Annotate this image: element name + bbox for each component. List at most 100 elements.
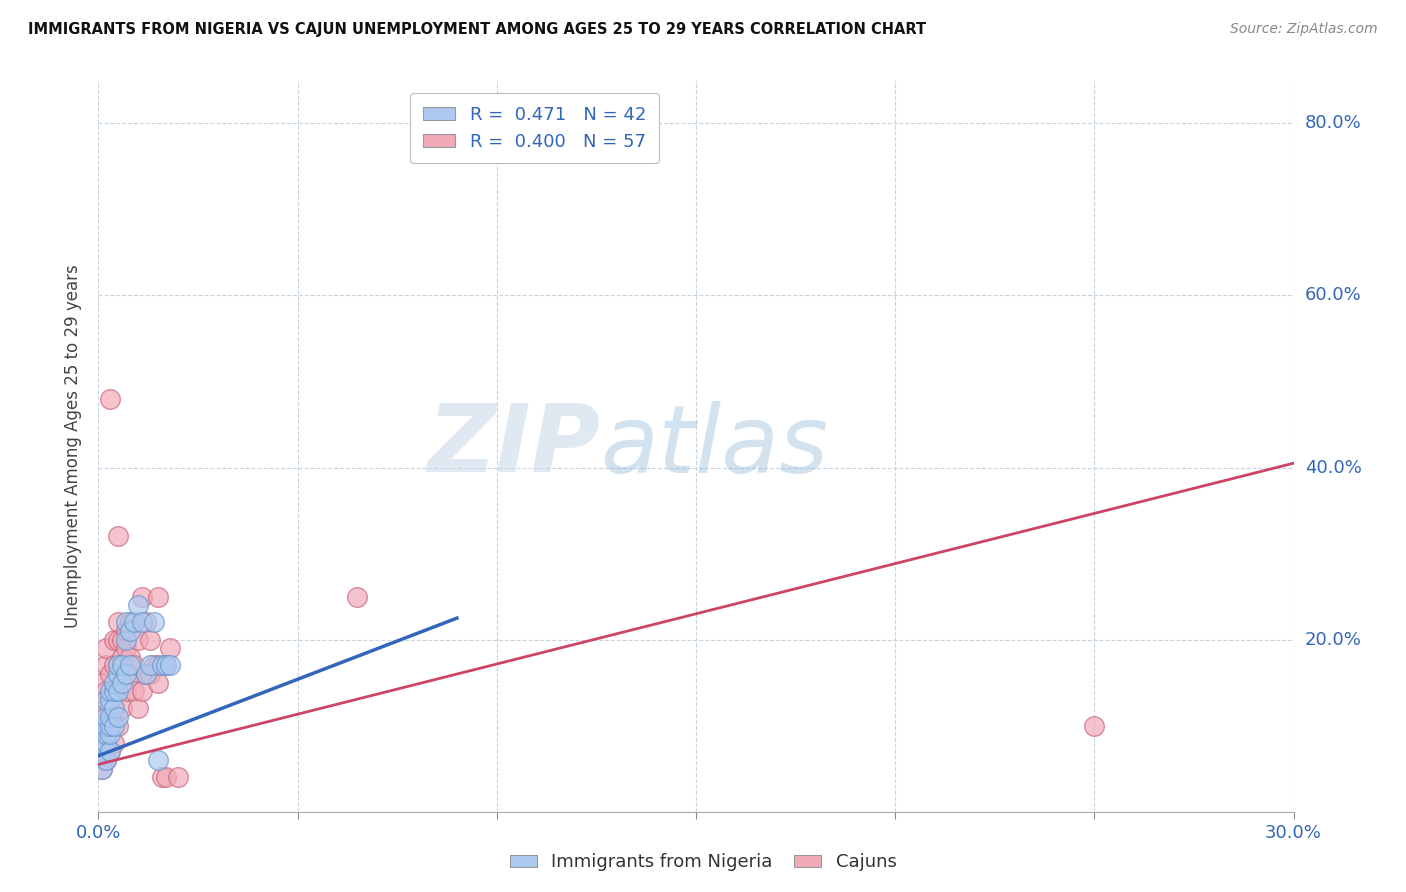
Text: Source: ZipAtlas.com: Source: ZipAtlas.com [1230, 22, 1378, 37]
Point [107, 658, 129, 673]
Point [135, 667, 157, 681]
Point [96, 641, 118, 656]
Point [107, 529, 129, 543]
Point [96, 710, 118, 724]
Point [124, 684, 146, 698]
Point [91, 675, 114, 690]
Point [96, 658, 118, 673]
Text: ZIP: ZIP [427, 400, 600, 492]
Point [120, 624, 142, 638]
Point [159, 641, 181, 656]
Point [98, 701, 122, 715]
Point [103, 675, 125, 690]
Point [111, 675, 134, 690]
Point [103, 719, 125, 733]
Point [107, 667, 129, 681]
Point [150, 770, 173, 784]
Point [111, 701, 134, 715]
Point [1083, 719, 1105, 733]
Point [98, 744, 122, 758]
Point [139, 658, 162, 673]
Point [98, 744, 122, 758]
Point [111, 632, 134, 647]
Point [107, 684, 129, 698]
Point [346, 590, 368, 604]
Point [139, 667, 162, 681]
Point [96, 719, 118, 733]
Point [115, 615, 138, 630]
Text: atlas: atlas [600, 401, 828, 491]
Point [91, 762, 114, 776]
Point [131, 590, 153, 604]
Text: 80.0%: 80.0% [1305, 114, 1361, 132]
Point [115, 667, 138, 681]
Point [148, 753, 170, 767]
Point [96, 701, 118, 715]
Point [143, 615, 166, 630]
Point [107, 710, 129, 724]
Point [120, 667, 142, 681]
Point [150, 658, 173, 673]
Point [98, 727, 122, 741]
Point [103, 736, 125, 750]
Point [120, 615, 142, 630]
Point [135, 615, 157, 630]
Point [107, 658, 129, 673]
Point [103, 701, 125, 715]
Point [96, 719, 118, 733]
Point [159, 658, 181, 673]
Point [167, 770, 190, 784]
Point [91, 762, 114, 776]
Point [96, 736, 118, 750]
Point [96, 727, 118, 741]
Point [115, 641, 138, 656]
Legend: R =  0.471   N = 42, R =  0.400   N = 57: R = 0.471 N = 42, R = 0.400 N = 57 [411, 93, 659, 163]
Point [115, 632, 138, 647]
Point [143, 658, 166, 673]
Point [107, 719, 129, 733]
Point [96, 753, 118, 767]
Legend: Immigrants from Nigeria, Cajuns: Immigrants from Nigeria, Cajuns [502, 847, 904, 879]
Point [111, 658, 134, 673]
Point [103, 684, 125, 698]
Point [91, 736, 114, 750]
Y-axis label: Unemployment Among Ages 25 to 29 years: Unemployment Among Ages 25 to 29 years [65, 264, 83, 628]
Point [96, 753, 118, 767]
Point [98, 693, 122, 707]
Point [135, 667, 157, 681]
Point [98, 667, 122, 681]
Point [91, 719, 114, 733]
Point [127, 598, 149, 612]
Point [98, 719, 122, 733]
Point [103, 632, 125, 647]
Point [148, 675, 170, 690]
Text: IMMIGRANTS FROM NIGERIA VS CAJUN UNEMPLOYMENT AMONG AGES 25 TO 29 YEARS CORRELAT: IMMIGRANTS FROM NIGERIA VS CAJUN UNEMPLO… [28, 22, 927, 37]
Point [103, 701, 125, 715]
Point [91, 727, 114, 741]
Point [91, 693, 114, 707]
Point [103, 684, 125, 698]
Text: 20.0%: 20.0% [1305, 631, 1361, 648]
Point [111, 649, 134, 664]
Point [155, 658, 177, 673]
Point [107, 615, 129, 630]
Text: 60.0%: 60.0% [1305, 286, 1361, 304]
Point [96, 684, 118, 698]
Point [96, 736, 118, 750]
Point [91, 744, 114, 758]
Point [98, 392, 122, 406]
Point [115, 684, 138, 698]
Point [91, 744, 114, 758]
Point [155, 658, 177, 673]
Point [148, 658, 170, 673]
Point [131, 684, 153, 698]
Point [148, 590, 170, 604]
Point [98, 710, 122, 724]
Point [96, 693, 118, 707]
Point [91, 727, 114, 741]
Point [120, 658, 142, 673]
Point [98, 684, 122, 698]
Point [155, 770, 177, 784]
Point [120, 649, 142, 664]
Point [98, 719, 122, 733]
